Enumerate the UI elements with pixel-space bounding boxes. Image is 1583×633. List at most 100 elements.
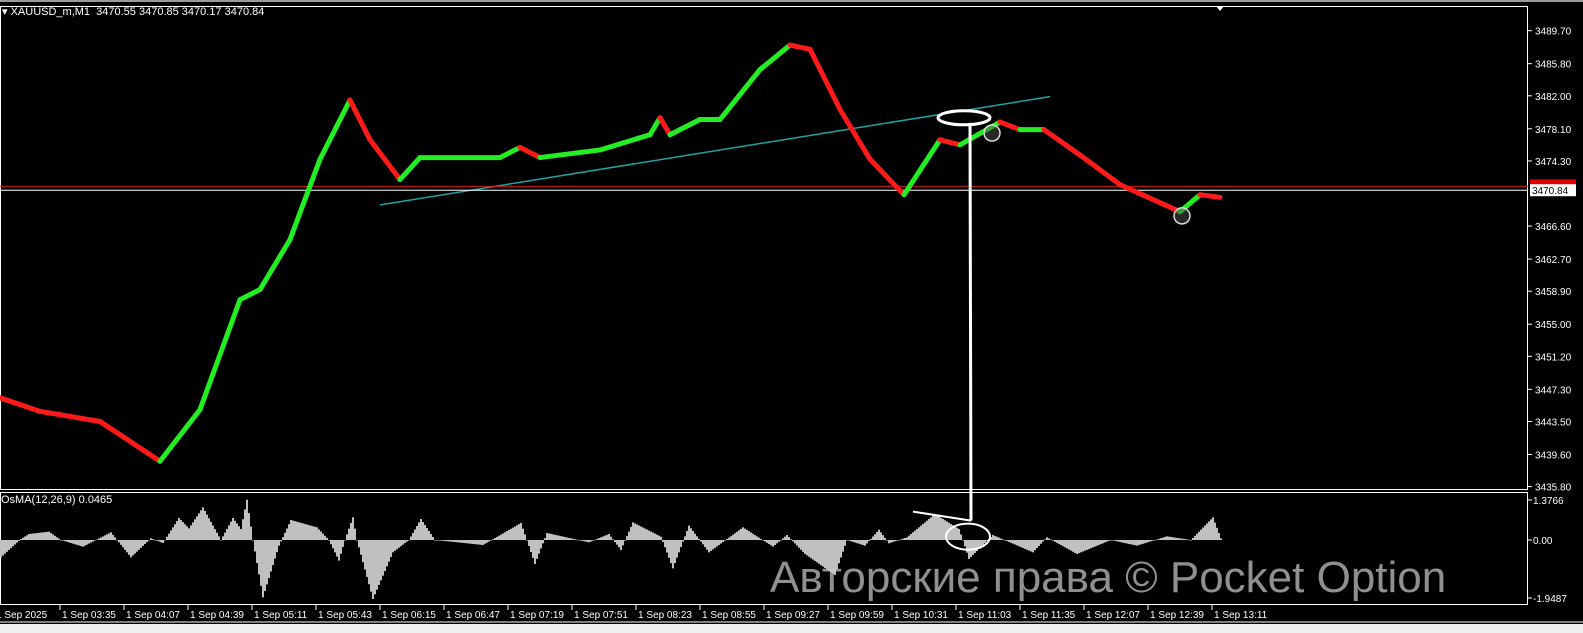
osma-bar	[80, 540, 82, 547]
ma-segment-up	[757, 42, 793, 73]
osma-bar	[188, 528, 190, 540]
osma-bar	[448, 540, 450, 542]
price-tick-label: 3474.30	[1535, 157, 1572, 168]
price-tick-label: 3466.60	[1535, 222, 1572, 233]
price-axis[interactable]: 3489.70 3485.80 3482.00 3478.10 3474.30 3470.…	[1528, 27, 1576, 494]
osma-bar	[1156, 539, 1158, 540]
ma-segment-down	[867, 156, 907, 198]
osma-bar	[896, 540, 898, 541]
ma-segment-down	[807, 46, 843, 112]
ma-segment-down	[0, 395, 43, 414]
osma-bar	[1134, 540, 1136, 546]
osma-bar	[32, 533, 34, 540]
osma-bar	[46, 531, 48, 540]
osma-bar	[998, 537, 1000, 540]
osma-bar	[730, 536, 732, 540]
osma-bar	[1078, 540, 1080, 554]
osma-bar	[36, 533, 38, 540]
osma-bar	[698, 539, 700, 540]
osma-bar	[158, 540, 160, 542]
osma-bar	[236, 523, 238, 540]
osma-bar	[574, 539, 576, 540]
osma-bar	[278, 540, 280, 546]
osma-bar	[754, 535, 756, 540]
osma-bar	[474, 540, 476, 545]
osma-bar	[504, 532, 506, 540]
annotation-layer	[912, 109, 1191, 551]
osma-bar	[64, 540, 66, 542]
osma-bar	[538, 540, 540, 554]
osma-bar	[536, 540, 538, 559]
osma-bar	[554, 534, 556, 540]
shift-marker-icon[interactable]	[1216, 6, 1224, 11]
osma-bar	[920, 525, 922, 540]
osma-bar	[876, 531, 878, 540]
osma-bar	[724, 540, 726, 541]
osma-bar	[74, 540, 76, 545]
osma-bar	[290, 520, 292, 540]
osma-bar	[514, 526, 516, 540]
osma-bar	[708, 540, 710, 553]
osma-bar	[718, 540, 720, 545]
osma-bar	[240, 529, 242, 540]
osma-bar	[314, 526, 316, 540]
osma-bar	[762, 540, 764, 541]
osma-bar	[24, 536, 26, 540]
osma-bar	[340, 540, 342, 554]
time-tick-label: 1 Sep 10:31	[894, 610, 948, 621]
osma-bar	[332, 540, 334, 549]
osma-bar	[1190, 540, 1192, 541]
time-axis[interactable]: 1 Sep 2025 1 Sep 03:35 1 Sep 04:07 1 Sep 04…	[0, 605, 1268, 621]
osma-bar	[710, 540, 712, 551]
osma-bar	[978, 540, 980, 549]
osma-bar	[622, 540, 624, 546]
osma-bar	[396, 540, 398, 550]
osma-bar	[632, 522, 634, 540]
osma-bar	[0, 540, 2, 558]
osma-bar	[494, 538, 496, 540]
osma-bar	[990, 537, 992, 540]
osma-bar	[1086, 540, 1088, 550]
osma-bar	[604, 535, 606, 540]
osma-bar	[208, 518, 210, 540]
osma-bar	[690, 528, 692, 540]
signal-circle-marker	[983, 124, 1001, 142]
menu-arrow-icon[interactable]: ▾	[2, 6, 11, 18]
osma-bar	[530, 540, 532, 552]
osma-bar	[446, 540, 448, 542]
osma-bar	[466, 540, 468, 544]
osma-bar	[928, 519, 930, 540]
osma-bar	[230, 521, 232, 540]
osma-bar	[1162, 537, 1164, 540]
osma-bar	[636, 524, 638, 540]
osma-bar	[68, 540, 70, 543]
osma-bar	[294, 521, 296, 540]
osma-bar	[768, 540, 770, 545]
osma-bar	[1006, 540, 1008, 542]
osma-bar	[758, 537, 760, 540]
osma-bar	[796, 540, 798, 546]
osma-bar	[786, 535, 788, 540]
osma-bar	[48, 531, 50, 540]
osma-bar	[408, 540, 410, 541]
osma-bar	[1080, 540, 1082, 553]
osma-bar	[108, 533, 110, 540]
osma-bar	[30, 533, 32, 540]
osma-bar	[338, 540, 340, 561]
osma-bar	[486, 540, 488, 543]
osma-bar	[942, 519, 944, 540]
osma-bar	[362, 540, 364, 563]
osma-bar	[1110, 540, 1112, 541]
osma-bar	[1054, 540, 1056, 542]
osma-bar	[556, 535, 558, 540]
osma-bar	[190, 525, 192, 540]
osma-bar	[794, 540, 796, 544]
osma-bar	[772, 540, 774, 547]
osma-bar	[460, 540, 462, 543]
ma-segment-up	[717, 67, 763, 123]
osma-bar	[592, 540, 594, 541]
price-panel-frame	[0, 6, 1528, 490]
osma-bar	[580, 540, 582, 541]
osma-bar	[682, 540, 684, 542]
